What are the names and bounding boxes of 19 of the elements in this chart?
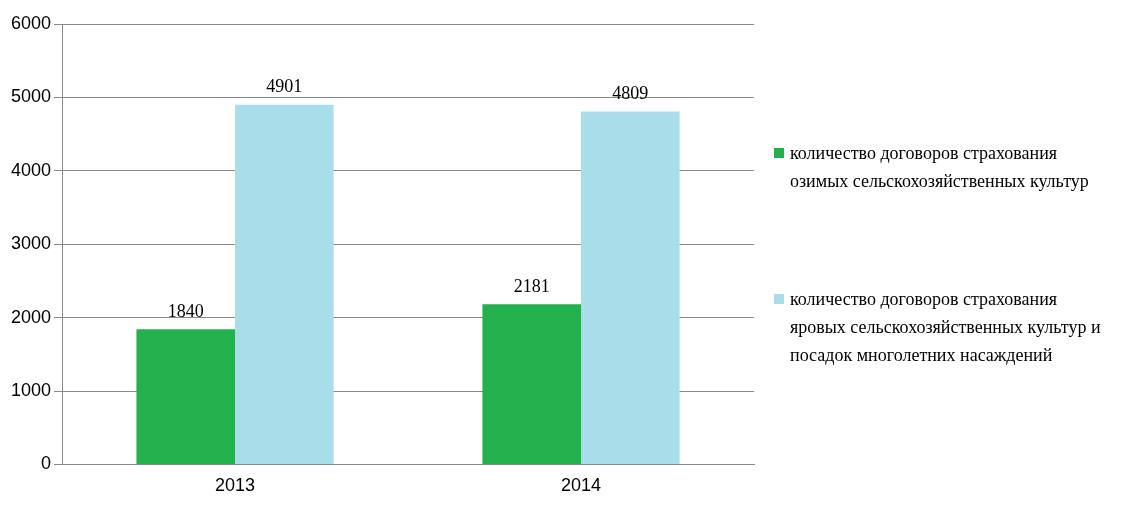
y-tick-label: 6000 bbox=[11, 12, 52, 33]
x-tick-label: 2013 bbox=[215, 475, 256, 496]
data-label: 4901 bbox=[266, 76, 303, 97]
x-tick-label: 2014 bbox=[560, 475, 602, 496]
data-label: 4809 bbox=[612, 83, 649, 104]
y-tick-label: 2000 bbox=[11, 306, 52, 327]
y-tick-label: 3000 bbox=[11, 233, 52, 254]
bar bbox=[136, 329, 236, 464]
bar bbox=[482, 304, 582, 464]
y-tick-label: 1000 bbox=[11, 379, 52, 400]
y-tick-label: 0 bbox=[41, 453, 52, 474]
legend-label: количество договоров страхования яровых сельскохозяйственных культур и посадок многолетних насаждений bbox=[790, 288, 1102, 367]
legend-label: количество договоров страхования озимых сельскохозяйственных культур bbox=[790, 142, 1090, 193]
y-tick-label: 5000 bbox=[11, 86, 52, 107]
bar bbox=[581, 111, 680, 464]
bar bbox=[235, 104, 334, 464]
data-label: 2181 bbox=[513, 276, 550, 297]
data-label: 1840 bbox=[167, 301, 204, 322]
y-tick-label: 4000 bbox=[11, 159, 52, 180]
